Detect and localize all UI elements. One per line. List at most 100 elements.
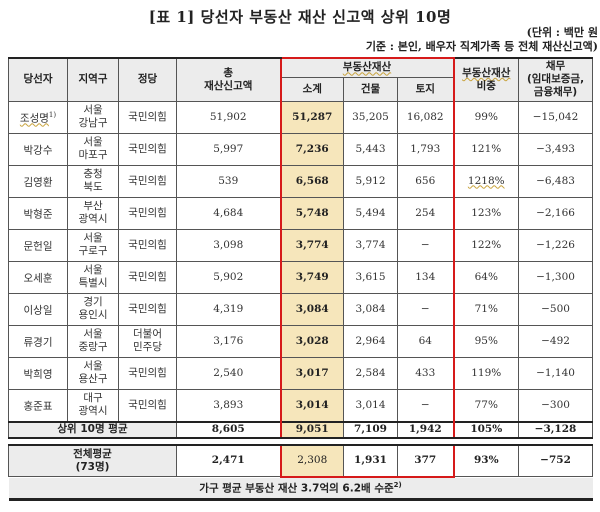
- footnote-mark: 1): [48, 110, 57, 119]
- ratio-value: 64%: [474, 270, 498, 283]
- cell-ratio: 123%: [453, 196, 520, 230]
- spacer-cell: [8, 436, 593, 446]
- table-row: 박강수 서울 마포구 국민의힘 5,997 7,236 5,443 1,793 121% −3,4…: [8, 132, 594, 166]
- district-line1: 서울: [83, 360, 103, 372]
- cell-realestate-subtotal: 51,287: [279, 100, 344, 134]
- cell-ratio: 1218%: [453, 164, 520, 198]
- header-ratio-line2: 비중: [476, 79, 496, 92]
- district-line1: 충청: [83, 168, 103, 180]
- overall-average-label-line1: 전체평균: [73, 447, 112, 460]
- cell-name: 박강수: [8, 132, 68, 166]
- cell-land: 1,793: [396, 132, 455, 166]
- cell-land: 433: [396, 356, 455, 390]
- district-line2: 용인시: [78, 309, 108, 321]
- party-line1: 국민의힘: [128, 366, 167, 379]
- cell-party: 국민의힘: [118, 100, 177, 134]
- cell-name: 박형준: [8, 196, 68, 230]
- cell-party: 국민의힘: [118, 132, 177, 166]
- district-line2: 북도: [83, 181, 103, 193]
- cell-district: 서울 구로구: [67, 228, 119, 262]
- cell-name: 홍준표: [8, 388, 68, 422]
- cell-land: 254: [396, 196, 455, 230]
- overall-average-building: 1,931: [343, 443, 398, 478]
- cell-ratio: 122%: [453, 228, 520, 262]
- candidate-name: 이상일: [23, 304, 53, 317]
- candidate-name: 문헌일: [23, 240, 53, 253]
- header-debt-line1: 채무: [545, 60, 566, 73]
- candidate-name: 홍준표: [23, 400, 53, 413]
- cell-building: 3,774: [343, 228, 398, 262]
- cell-district: 서울 용산구: [67, 356, 119, 390]
- cell-land: 64: [396, 324, 455, 358]
- cell-party: 국민의힘: [118, 196, 177, 230]
- cell-district: 서울 강남구: [67, 100, 119, 134]
- cell-debt: −15,042: [518, 100, 594, 134]
- ratio-value: 1218%: [467, 174, 505, 187]
- table-row: 홍준표 대구 광역시 국민의힘 3,893 3,014 3,014−77% −300: [8, 388, 594, 422]
- basis-note: 기준 : 본인, 배우자 직계가족 등 전체 재산신고액): [365, 40, 598, 53]
- top10-average-ratio: 105%: [453, 420, 520, 439]
- cell-debt: −2,166: [518, 196, 594, 230]
- ratio-value: 121%: [471, 142, 502, 155]
- ratio-value: 77%: [474, 398, 498, 411]
- district-line1: 대구: [83, 392, 103, 404]
- cell-debt: −1,300: [518, 260, 594, 294]
- header-name: 당선자: [8, 57, 68, 102]
- table-row: 김영환 충청 북도 국민의힘 539 6,568 5,912 656 1218% −6,483: [8, 164, 594, 198]
- overall-average-subtotal: 2,308: [279, 443, 344, 478]
- cell-debt: −300: [518, 388, 594, 422]
- overall-average-land: 377: [396, 443, 455, 478]
- cell-building: 5,494: [343, 196, 398, 230]
- overall-average-label-line2: (73명): [75, 460, 110, 473]
- cell-ratio: 99%: [453, 100, 520, 134]
- district-line1: 경기: [83, 296, 103, 308]
- top10-average-land: 1,942: [396, 420, 455, 439]
- overall-average-row: 전체평균 (73명) 2,471 2,308 1,931 377 93% −75…: [8, 443, 594, 478]
- cell-total-assets: 3,176: [176, 324, 281, 358]
- district-line2: 강남구: [78, 117, 108, 129]
- cell-building: 3,084: [343, 292, 398, 326]
- cell-building: 3,615: [343, 260, 398, 294]
- cell-party: 국민의힘: [118, 356, 177, 390]
- district-line1: 서울: [83, 232, 103, 244]
- table-row: 류경기 서울 중랑구 더불어 민주당 3,176 3,028 2,964 64 95% −492: [8, 324, 594, 358]
- cell-total-assets: 3,893: [176, 388, 281, 422]
- cell-district: 서울 특별시: [67, 260, 119, 294]
- top10-average-subtotal: 9,051: [279, 420, 344, 439]
- cell-party: 국민의힘: [118, 292, 177, 326]
- cell-realestate-subtotal: 3,084: [279, 292, 344, 326]
- top10-average-building: 7,109: [343, 420, 398, 439]
- overall-average-ratio: 93%: [453, 444, 520, 477]
- cell-building: 2,584: [343, 356, 398, 390]
- candidate-name: 류경기: [23, 336, 53, 349]
- district-line1: 서울: [83, 136, 103, 148]
- cell-ratio: 71%: [453, 292, 520, 326]
- cell-name: 조성명1): [8, 100, 68, 134]
- district-line1: 부산: [83, 200, 103, 212]
- candidate-name: 박강수: [23, 144, 53, 157]
- footer-note: 가구 평균 부동산 재산 3.7억의 6.2배 수준2): [8, 476, 593, 501]
- ratio-value: 119%: [471, 366, 502, 379]
- header-land: 토지: [396, 76, 455, 102]
- party-line1: 국민의힘: [128, 398, 167, 411]
- cell-realestate-subtotal: 3,749: [279, 260, 344, 294]
- cell-debt: −1,226: [518, 228, 594, 262]
- district-line2: 구로구: [78, 245, 108, 257]
- district-line2: 중랑구: [78, 341, 108, 353]
- cell-name: 오세훈: [8, 260, 68, 294]
- candidate-name: 박희영: [23, 368, 53, 381]
- cell-ratio: 64%: [453, 260, 520, 294]
- overall-average-label: 전체평균 (73명): [8, 444, 177, 477]
- cell-party: 국민의힘: [118, 228, 177, 262]
- ratio-value: 122%: [471, 238, 502, 251]
- header-building: 건물: [343, 76, 398, 102]
- district-line1: 서울: [83, 328, 103, 340]
- district-line2: 광역시: [78, 405, 108, 417]
- footer-text: 가구 평균 부동산 재산 3.7억의 6.2배 수준: [199, 482, 394, 495]
- ratio-value: 123%: [471, 206, 502, 219]
- party-line2: 민주당: [133, 341, 162, 353]
- header-ratio-line1: 부동산재산: [462, 66, 511, 79]
- header-debt: 채무 (임대보증금, 금융채무): [518, 57, 594, 102]
- header-party: 정당: [118, 57, 177, 102]
- header-debt-line2: (임대보증금,: [526, 73, 585, 86]
